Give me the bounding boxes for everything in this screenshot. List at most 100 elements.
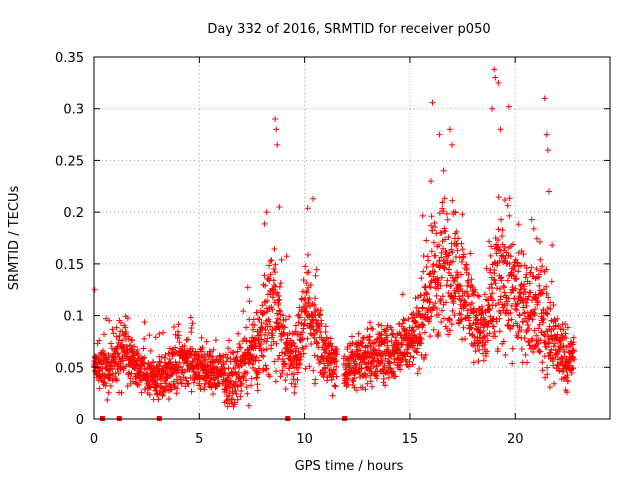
- data-point: [311, 301, 318, 308]
- data-point: [331, 368, 338, 375]
- data-point: [376, 347, 382, 354]
- data-point: [220, 354, 227, 361]
- data-point: [433, 276, 440, 283]
- data-point: [269, 332, 276, 339]
- data-point: [306, 363, 313, 370]
- data-point: [435, 311, 442, 318]
- data-point: [495, 237, 502, 244]
- data-point: [317, 307, 324, 314]
- data-point: [323, 348, 330, 355]
- data-point: [543, 131, 550, 138]
- data-point: [526, 280, 533, 287]
- x-tick-label: 15: [402, 432, 419, 447]
- data-point: [276, 307, 283, 314]
- data-point: [210, 391, 217, 398]
- data-point: [166, 356, 173, 363]
- data-point: [444, 277, 451, 284]
- data-point: [534, 340, 541, 347]
- data-point: [225, 345, 232, 352]
- data-point: [560, 326, 567, 333]
- data-point: [234, 348, 241, 355]
- data-point: [556, 359, 563, 366]
- data-point: [489, 105, 496, 112]
- data-point: [267, 271, 274, 278]
- data-point: [518, 345, 525, 352]
- data-point: [547, 299, 554, 306]
- data-point: [492, 74, 499, 81]
- data-point: [523, 271, 530, 278]
- data-point: [388, 326, 395, 333]
- data-point: [456, 293, 463, 300]
- data-point: [284, 335, 291, 342]
- data-point: [136, 382, 143, 389]
- data-point: [237, 382, 244, 389]
- data-point: [130, 378, 137, 385]
- data-point: [275, 299, 282, 306]
- data-point: [113, 375, 120, 382]
- data-point: [445, 289, 452, 296]
- data-point: [423, 264, 430, 271]
- data-point: [104, 396, 111, 403]
- data-point: [419, 321, 426, 328]
- data-point: [278, 321, 285, 328]
- data-point: [570, 348, 577, 355]
- data-point: [110, 330, 117, 337]
- data-point: [493, 250, 500, 257]
- data-point: [540, 316, 547, 323]
- data-point: [161, 354, 168, 361]
- data-point: [224, 354, 231, 361]
- data-point: [389, 369, 396, 376]
- data-point: [204, 362, 211, 369]
- data-point: [491, 277, 498, 284]
- data-point: [455, 235, 462, 242]
- data-point: [241, 349, 248, 356]
- data-point: [246, 360, 253, 367]
- data-point: [190, 379, 197, 386]
- data-point: [387, 365, 394, 372]
- data-point: [504, 202, 511, 209]
- data-point: [474, 292, 481, 299]
- data-point: [538, 289, 545, 296]
- data-point: [235, 330, 242, 337]
- data-point: [539, 263, 546, 270]
- data-point: [233, 391, 240, 398]
- data-point: [140, 360, 147, 367]
- data-point: [330, 355, 337, 362]
- data-point: [333, 373, 340, 380]
- data-point: [528, 264, 535, 271]
- data-point: [312, 376, 319, 383]
- data-point: [465, 314, 472, 321]
- data-point: [209, 353, 216, 360]
- data-point: [146, 332, 153, 339]
- data-point: [470, 359, 477, 366]
- data-point: [91, 286, 98, 293]
- data-point: [358, 366, 365, 373]
- data-point: [279, 367, 286, 374]
- data-point: [429, 227, 436, 234]
- data-point: [423, 291, 430, 298]
- data-point: [510, 241, 517, 248]
- data-point: [508, 316, 515, 323]
- data-point: [487, 252, 494, 259]
- data-point: [502, 352, 509, 359]
- data-point: [210, 346, 217, 353]
- data-point: [485, 302, 492, 309]
- data-point: [261, 331, 268, 338]
- data-point: [480, 328, 487, 335]
- data-point: [449, 307, 456, 314]
- data-point: [502, 255, 509, 262]
- data-point: [440, 208, 447, 215]
- data-point: [317, 358, 324, 365]
- data-point: [117, 319, 124, 326]
- data-point: [377, 332, 384, 339]
- data-point: [434, 305, 441, 312]
- data-point: [447, 327, 454, 334]
- data-point: [533, 332, 540, 339]
- data-point: [397, 366, 404, 373]
- data-point: [531, 312, 538, 319]
- data-point: [467, 324, 474, 331]
- data-point: [96, 385, 103, 392]
- y-tick-labels: 0 0.05 0.1 0.15 0.2 0.25 0.3 0.35: [55, 51, 84, 428]
- data-point: [422, 284, 429, 291]
- data-point: [232, 387, 239, 394]
